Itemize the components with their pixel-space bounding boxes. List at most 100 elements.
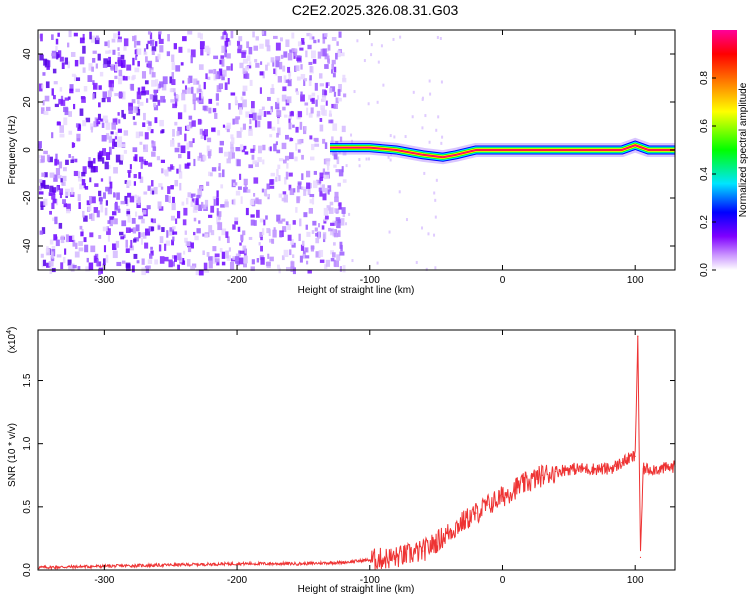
noise-cell bbox=[107, 164, 111, 169]
noise-cell bbox=[305, 224, 308, 230]
noise-cell bbox=[191, 193, 196, 197]
snr-point bbox=[369, 559, 371, 561]
noise-cell bbox=[92, 93, 95, 100]
noise-cell bbox=[315, 237, 320, 244]
noise-cell bbox=[90, 245, 96, 253]
noise-cell bbox=[133, 121, 137, 126]
noise-cell bbox=[328, 227, 332, 232]
noise-cell bbox=[190, 242, 194, 249]
spectrogram-noise-cells bbox=[38, 30, 444, 276]
noise-cell bbox=[232, 118, 235, 125]
noise-cell bbox=[273, 35, 278, 39]
noise-cell bbox=[114, 203, 118, 211]
noise-cell bbox=[329, 110, 332, 117]
noise-cell bbox=[248, 164, 254, 169]
noise-cell bbox=[171, 239, 175, 246]
noise-cell bbox=[259, 87, 262, 94]
noise-cell bbox=[295, 207, 298, 213]
noise-cell bbox=[211, 127, 216, 132]
noise-cell bbox=[280, 37, 283, 42]
noise-cell bbox=[233, 198, 236, 206]
noise-cell bbox=[271, 84, 274, 89]
noise-cell bbox=[258, 242, 261, 246]
noise-cell-sparse bbox=[433, 233, 436, 237]
noise-cell bbox=[291, 32, 295, 39]
x-tick-label: -200 bbox=[227, 275, 247, 286]
noise-cell bbox=[108, 49, 112, 54]
noise-cell bbox=[109, 223, 113, 227]
y-tick-label: 1.0 bbox=[22, 436, 33, 450]
noise-cell bbox=[226, 122, 231, 129]
noise-cell bbox=[212, 108, 217, 113]
noise-cell bbox=[283, 114, 288, 118]
noise-cell bbox=[150, 246, 153, 250]
noise-cell bbox=[243, 178, 248, 186]
noise-cell bbox=[123, 130, 129, 136]
noise-cell bbox=[171, 72, 175, 80]
noise-cell bbox=[139, 101, 144, 106]
noise-cell bbox=[177, 126, 182, 135]
noise-cell bbox=[232, 256, 236, 261]
noise-cell bbox=[106, 228, 111, 235]
noise-cell bbox=[146, 43, 149, 50]
noise-cell bbox=[214, 258, 220, 263]
noise-cell bbox=[253, 220, 257, 226]
noise-cell bbox=[158, 183, 163, 188]
noise-cell bbox=[280, 54, 284, 59]
noise-cell bbox=[288, 172, 293, 177]
noise-cell bbox=[290, 266, 295, 272]
noise-cell bbox=[205, 73, 208, 80]
noise-cell bbox=[49, 172, 55, 178]
noise-cell bbox=[275, 59, 280, 68]
noise-cell bbox=[145, 56, 148, 63]
noise-cell bbox=[145, 228, 151, 236]
noise-cell bbox=[133, 40, 137, 48]
noise-cell bbox=[187, 30, 193, 35]
noise-cell bbox=[88, 157, 91, 161]
noise-cell bbox=[326, 160, 330, 166]
noise-cell bbox=[165, 240, 171, 246]
noise-cell bbox=[196, 97, 200, 101]
noise-cell bbox=[172, 129, 175, 137]
noise-cell bbox=[46, 262, 51, 268]
noise-cell bbox=[150, 129, 154, 134]
noise-cell bbox=[115, 132, 118, 136]
noise-cell bbox=[248, 128, 253, 136]
noise-cell bbox=[300, 244, 305, 251]
noise-cell bbox=[335, 169, 340, 173]
noise-cell bbox=[134, 67, 140, 73]
noise-cell bbox=[46, 66, 50, 70]
noise-cell bbox=[102, 258, 106, 266]
noise-cell bbox=[154, 117, 158, 124]
snr-plot-area bbox=[38, 330, 675, 570]
noise-cell bbox=[89, 31, 92, 40]
noise-cell bbox=[112, 118, 118, 125]
noise-cell bbox=[238, 107, 243, 115]
noise-cell bbox=[151, 46, 157, 52]
noise-cell bbox=[276, 264, 280, 269]
noise-cell bbox=[119, 160, 123, 165]
noise-cell bbox=[111, 38, 116, 43]
noise-cell bbox=[187, 151, 191, 159]
noise-cell bbox=[335, 52, 338, 60]
noise-cell bbox=[321, 107, 325, 115]
noise-cell bbox=[48, 261, 54, 267]
noise-cell bbox=[285, 39, 290, 48]
noise-cell bbox=[55, 153, 58, 160]
noise-cell bbox=[172, 196, 175, 203]
noise-cell bbox=[287, 78, 292, 87]
noise-cell bbox=[269, 256, 274, 262]
noise-cell bbox=[83, 86, 88, 92]
noise-cell bbox=[175, 65, 181, 72]
noise-cell bbox=[282, 106, 286, 111]
noise-cell bbox=[322, 38, 326, 44]
noise-cell bbox=[85, 117, 91, 123]
noise-cell-sparse bbox=[356, 39, 359, 43]
noise-cell bbox=[90, 35, 96, 43]
noise-cell bbox=[183, 207, 188, 216]
noise-cell bbox=[112, 141, 115, 149]
noise-cell bbox=[169, 76, 172, 84]
noise-cell bbox=[266, 183, 270, 190]
noise-cell bbox=[86, 257, 89, 263]
noise-cell bbox=[70, 52, 76, 57]
